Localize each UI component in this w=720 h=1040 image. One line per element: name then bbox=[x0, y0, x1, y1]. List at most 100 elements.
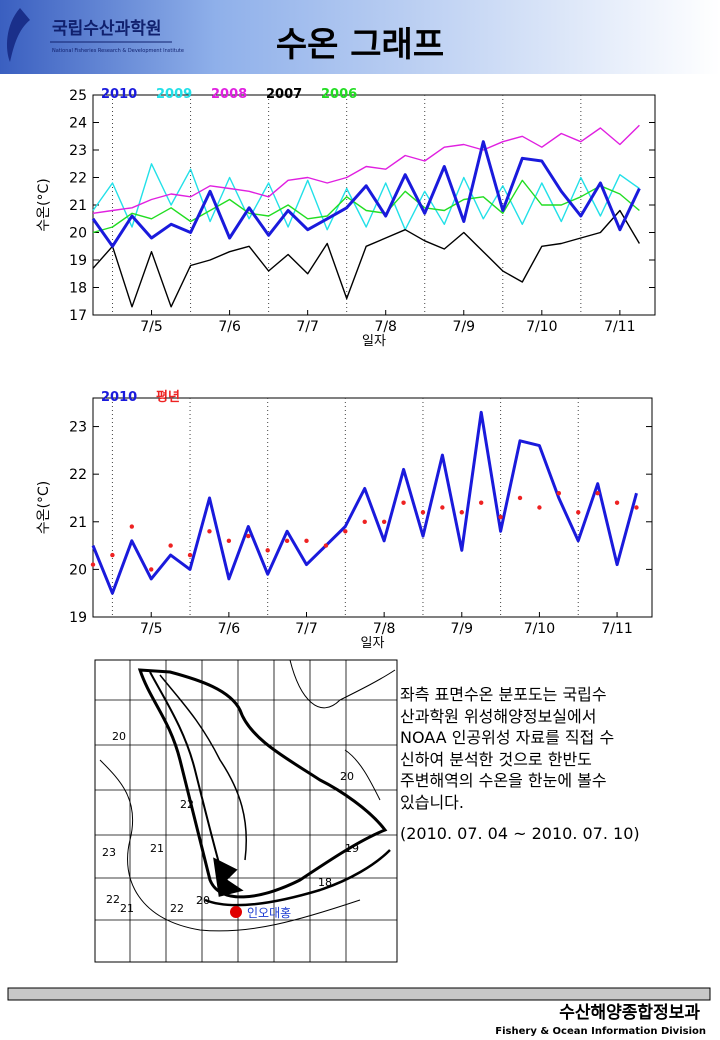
x-tick-label: 7/11 bbox=[604, 319, 635, 335]
data-point bbox=[207, 529, 212, 534]
data-point bbox=[362, 519, 367, 524]
description-line: 산과학원 위성해양정보실에서 bbox=[400, 706, 597, 726]
y-tick-label: 18 bbox=[69, 281, 87, 297]
footer-bar bbox=[7, 987, 711, 1001]
data-point bbox=[537, 505, 542, 510]
x-tick-label: 7/8 bbox=[374, 319, 397, 335]
data-point bbox=[459, 510, 464, 515]
footer-en: Fishery & Ocean Information Division bbox=[495, 1026, 706, 1037]
data-point bbox=[517, 495, 523, 501]
data-point bbox=[634, 505, 639, 510]
logo-en: National Fisheries Research & Developmen… bbox=[52, 48, 184, 54]
y-tick-label: 21 bbox=[69, 198, 87, 214]
description: 좌측 표면수온 분포도는 국립수 산과학원 위성해양정보실에서 NOAA 인공위… bbox=[400, 684, 700, 845]
map-label: 20 bbox=[196, 894, 210, 907]
map-frame bbox=[94, 659, 398, 963]
description-line: 신하여 분석한 것으로 한반도 bbox=[400, 749, 592, 769]
x-tick-label: 7/7 bbox=[296, 319, 319, 335]
map-label: 21 bbox=[120, 902, 134, 915]
map-grid bbox=[95, 660, 397, 962]
data-point bbox=[246, 533, 251, 539]
y-tick-label: 20 bbox=[69, 562, 87, 578]
x-tick-label: 7/10 bbox=[524, 621, 555, 637]
x-tick-label: 7/6 bbox=[218, 621, 241, 637]
data-point bbox=[440, 505, 445, 510]
series-line bbox=[91, 140, 641, 248]
data-point bbox=[576, 510, 581, 515]
data-point bbox=[129, 524, 135, 529]
x-tick-label: 7/9 bbox=[452, 319, 475, 335]
x-axis-label: 일자 bbox=[361, 636, 385, 651]
x-tick-label: 7/10 bbox=[526, 319, 557, 335]
series-line bbox=[92, 163, 640, 231]
legend-entry: 2009 bbox=[156, 87, 192, 102]
x-axis-label: 일자 bbox=[362, 334, 386, 349]
legend-entry: 2010 bbox=[101, 87, 137, 102]
data-point bbox=[420, 510, 426, 515]
data-point bbox=[614, 500, 620, 505]
map-contours bbox=[99, 659, 396, 932]
description-period: (2010. 07. 04 ~ 2010. 07. 10) bbox=[400, 824, 640, 843]
map-label: 20 bbox=[112, 730, 126, 743]
description-line: 있습니다. bbox=[400, 792, 464, 812]
y-tick-label: 22 bbox=[69, 467, 87, 483]
data-point bbox=[343, 529, 348, 534]
legend-entry: 2007 bbox=[266, 87, 302, 102]
y-tick-label: 17 bbox=[69, 308, 87, 324]
series-line bbox=[91, 410, 638, 595]
y-tick-label: 24 bbox=[69, 116, 87, 132]
legend-entry: 평년 bbox=[156, 389, 180, 405]
y-axis-label: 수온(°C) bbox=[36, 178, 52, 231]
description-line: 좌측 표면수온 분포도는 국립수 bbox=[400, 685, 607, 704]
data-point bbox=[595, 491, 600, 496]
logo-mark bbox=[7, 8, 30, 62]
y-tick-label: 22 bbox=[69, 171, 87, 187]
y-tick-label: 20 bbox=[69, 226, 87, 242]
data-point bbox=[226, 538, 232, 544]
series-line bbox=[92, 179, 640, 234]
data-point bbox=[149, 567, 154, 572]
data-point bbox=[284, 538, 290, 544]
data-point bbox=[556, 491, 562, 496]
map-label: 22 bbox=[170, 902, 184, 915]
chart: 17 18 19 20 21 22 23 24 25 7/5 7/6 7/7 7/8 7/9 7/10 7/1… bbox=[36, 87, 656, 349]
footer-ko: 수산해양종합정보과 bbox=[559, 1002, 700, 1023]
series-line bbox=[92, 209, 641, 308]
logo-ko: 국립수산과학원 bbox=[52, 19, 161, 39]
series-line bbox=[92, 124, 640, 214]
y-tick-label: 19 bbox=[69, 610, 87, 626]
x-tick-label: 7/8 bbox=[373, 621, 396, 637]
x-tick-label: 7/11 bbox=[601, 621, 632, 637]
map-label: 22 bbox=[106, 893, 120, 906]
data-point bbox=[478, 500, 484, 505]
header-band bbox=[0, 0, 720, 74]
legend-entry: 2008 bbox=[211, 87, 247, 102]
data-point bbox=[110, 552, 115, 558]
map-label: 21 bbox=[150, 842, 164, 855]
y-tick-label: 25 bbox=[69, 88, 87, 104]
x-tick-label: 7/5 bbox=[140, 319, 163, 335]
station-dot bbox=[230, 906, 242, 918]
map-label: 23 bbox=[102, 846, 116, 859]
map-label: 20 bbox=[340, 770, 354, 783]
data-point bbox=[90, 562, 96, 567]
data-point bbox=[168, 543, 173, 548]
data-point bbox=[381, 519, 387, 524]
map-label: 19 bbox=[345, 842, 359, 855]
data-point bbox=[187, 552, 193, 558]
page-title: 수온 그래프 bbox=[276, 25, 444, 65]
data-point bbox=[498, 514, 503, 520]
y-tick-label: 19 bbox=[69, 253, 87, 269]
x-tick-label: 7/7 bbox=[295, 621, 318, 637]
station-label: 인오대홍 bbox=[247, 906, 291, 920]
legend-entry: 2006 bbox=[321, 87, 357, 102]
y-tick-label: 23 bbox=[69, 143, 87, 159]
y-tick-label: 23 bbox=[69, 420, 87, 436]
chart: 19 20 21 22 23 7/5 7/6 7/7 7/8 7/9 7/10 7/11 일자 수온(°C… bbox=[36, 389, 653, 651]
data-point bbox=[304, 538, 309, 544]
data-point bbox=[265, 548, 270, 553]
description-line: NOAA 인공위성 자료를 직접 수 bbox=[400, 728, 615, 747]
